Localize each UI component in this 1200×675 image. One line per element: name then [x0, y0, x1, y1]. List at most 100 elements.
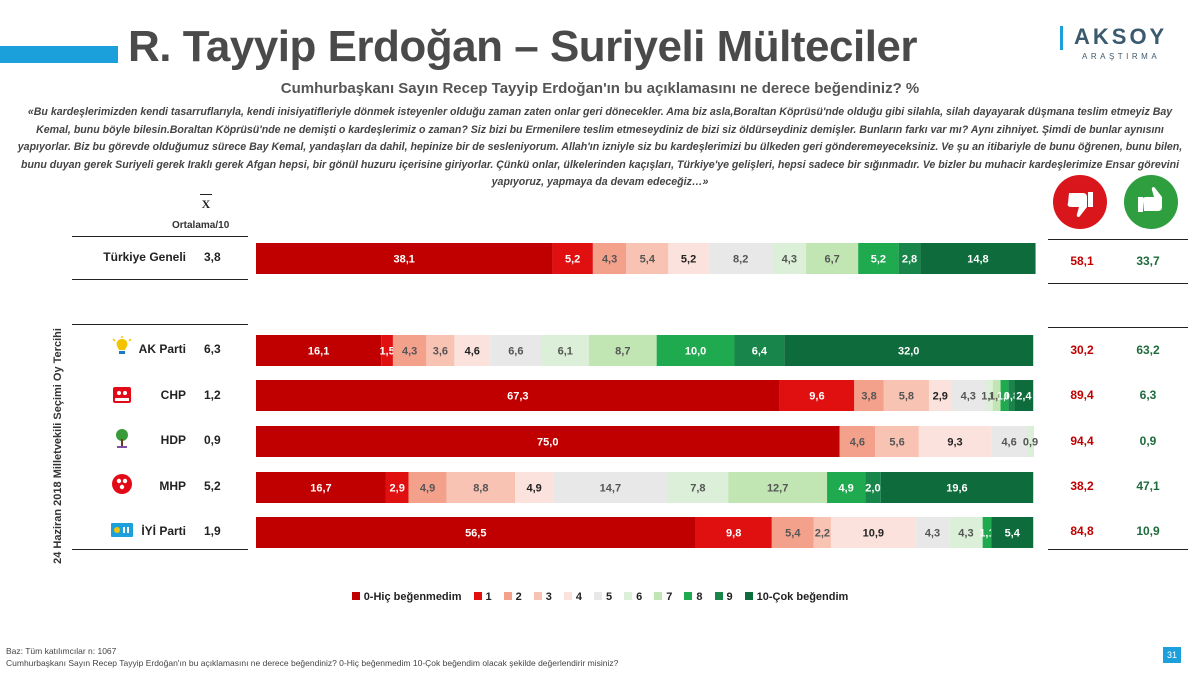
bar-data-label: 4,3	[958, 528, 973, 540]
bar-segment	[920, 243, 1036, 274]
bar-segment	[626, 243, 669, 274]
divider	[1048, 327, 1188, 328]
survey-question: Cumhurbaşkanı Sayın Recep Tayyip Erdoğan…	[280, 80, 920, 97]
legend-item: 9	[714, 591, 733, 603]
bar-segment	[552, 243, 593, 274]
bar-data-label: 0,9	[1023, 437, 1038, 449]
bar-data-label: 1,0	[997, 391, 1012, 403]
bar-data-label: 5,2	[871, 254, 886, 266]
mhp-logo-icon	[110, 472, 134, 496]
row-average: 3,8	[204, 250, 221, 264]
bar-data-label: 2,4	[1016, 391, 1032, 403]
summary-negative: 94,4	[1070, 434, 1094, 448]
summary-positive: 63,2	[1136, 343, 1160, 357]
bar-data-label: 6,6	[508, 346, 523, 358]
bar-data-label: 56,5	[465, 528, 486, 540]
bar-data-label: 10,9	[863, 528, 884, 540]
bar-segment	[928, 380, 952, 411]
divider	[72, 236, 248, 237]
legend-item: 8	[684, 591, 703, 603]
legend-swatch	[473, 592, 482, 600]
bar-data-label: 14,8	[967, 254, 988, 266]
bar-segment	[915, 517, 950, 548]
thumbs-up-icon	[1124, 175, 1178, 229]
bar-data-label: 4,3	[782, 254, 797, 266]
bar-segment	[918, 426, 992, 457]
bar-segment	[408, 472, 447, 503]
legend-swatch	[684, 592, 693, 600]
bar-data-label: 12,7	[767, 483, 788, 495]
brand-logo: AKSOY ARAŞTIRMA	[1060, 22, 1190, 68]
speech-quote: «Bu kardeşlerimizden kendi tasarruflarıy…	[17, 106, 1183, 188]
row-label-ak-parti: AK Parti	[138, 342, 186, 356]
page-title: R. Tayyip Erdoğan – Suriyeli Mülteciler	[128, 22, 918, 71]
summary-negative: 38,2	[1070, 479, 1094, 493]
bar-segment	[588, 335, 657, 366]
bar-segment	[667, 472, 729, 503]
summary-negative: 89,4	[1070, 388, 1094, 402]
legend-label: 8	[696, 591, 703, 603]
bar-data-label: 1,0	[989, 391, 1004, 403]
divider	[1048, 239, 1188, 240]
bar-segment	[951, 380, 985, 411]
bar-data-label: 6,4	[752, 346, 768, 358]
legend-swatch	[351, 592, 360, 600]
legend-swatch	[563, 592, 572, 600]
bar-segment	[991, 517, 1034, 548]
bar-segment	[1014, 380, 1034, 411]
average-symbol: X	[196, 194, 216, 212]
bar-data-label: 75,0	[537, 437, 558, 449]
chart-legend: 0-Hiç beğenmedim 1 2 3 4 5 6 7 8 9 10-Çok beğendim	[0, 591, 1200, 603]
bar-segment	[553, 472, 668, 503]
bar-segment	[695, 517, 772, 548]
bar-segment	[454, 335, 491, 366]
bar-data-label: 6,7	[824, 254, 839, 266]
row-average: 1,2	[204, 388, 221, 402]
logo-mark-icon	[1060, 26, 1075, 50]
summary-positive: 0,9	[1139, 434, 1157, 448]
row-average: 6,3	[204, 342, 221, 356]
legend-label: 4	[575, 591, 582, 603]
bar-segment	[875, 426, 919, 457]
bar-data-label: 4,6	[1001, 437, 1016, 449]
thumbs-down-icon	[1053, 175, 1107, 229]
bar-segment	[827, 472, 866, 503]
bar-segment	[991, 426, 1027, 457]
bar-segment	[381, 335, 393, 366]
bar-segment	[541, 335, 589, 366]
bar-segment	[854, 380, 884, 411]
bar-segment	[982, 517, 992, 548]
bar-data-label: 7,8	[690, 483, 705, 495]
bar-segment	[385, 472, 409, 503]
bar-data-label: 67,3	[507, 391, 528, 403]
bar-data-label: 2,2	[815, 528, 830, 540]
bar-data-label: 5,2	[681, 254, 696, 266]
bar-segment	[1008, 380, 1015, 411]
bar-segment	[883, 380, 929, 411]
row-average: 1,9	[204, 524, 221, 538]
bar-data-label: 2,8	[902, 254, 917, 266]
row-label-iyi-parti: İYİ Parti	[141, 524, 186, 538]
bar-data-label: 8,2	[733, 254, 748, 266]
bar-segment	[771, 517, 814, 548]
bar-segment	[865, 472, 881, 503]
legend-item: 5	[594, 591, 612, 603]
footnote-base: Baz: Tüm katılımcılar n: 1067	[6, 646, 117, 656]
bar-data-label: 38,1	[393, 254, 414, 266]
bar-segment	[256, 472, 386, 503]
bar-segment	[734, 335, 785, 366]
bar-data-label: 2,0	[865, 483, 880, 495]
bar-segment	[256, 426, 840, 457]
bar-data-label: 16,7	[310, 483, 331, 495]
bar-segment	[779, 380, 855, 411]
bar-segment	[656, 335, 735, 366]
bar-segment	[256, 517, 696, 548]
legend-label: 0-Hiç beğenmedim	[363, 591, 462, 603]
average-column-header: Ortalama/10	[172, 220, 230, 231]
divider	[1048, 283, 1188, 284]
summary-positive: 47,1	[1136, 479, 1160, 493]
summary-negative: 30,2	[1070, 343, 1094, 357]
bar-segment	[949, 517, 983, 548]
bar-data-label: 5,2	[565, 254, 580, 266]
